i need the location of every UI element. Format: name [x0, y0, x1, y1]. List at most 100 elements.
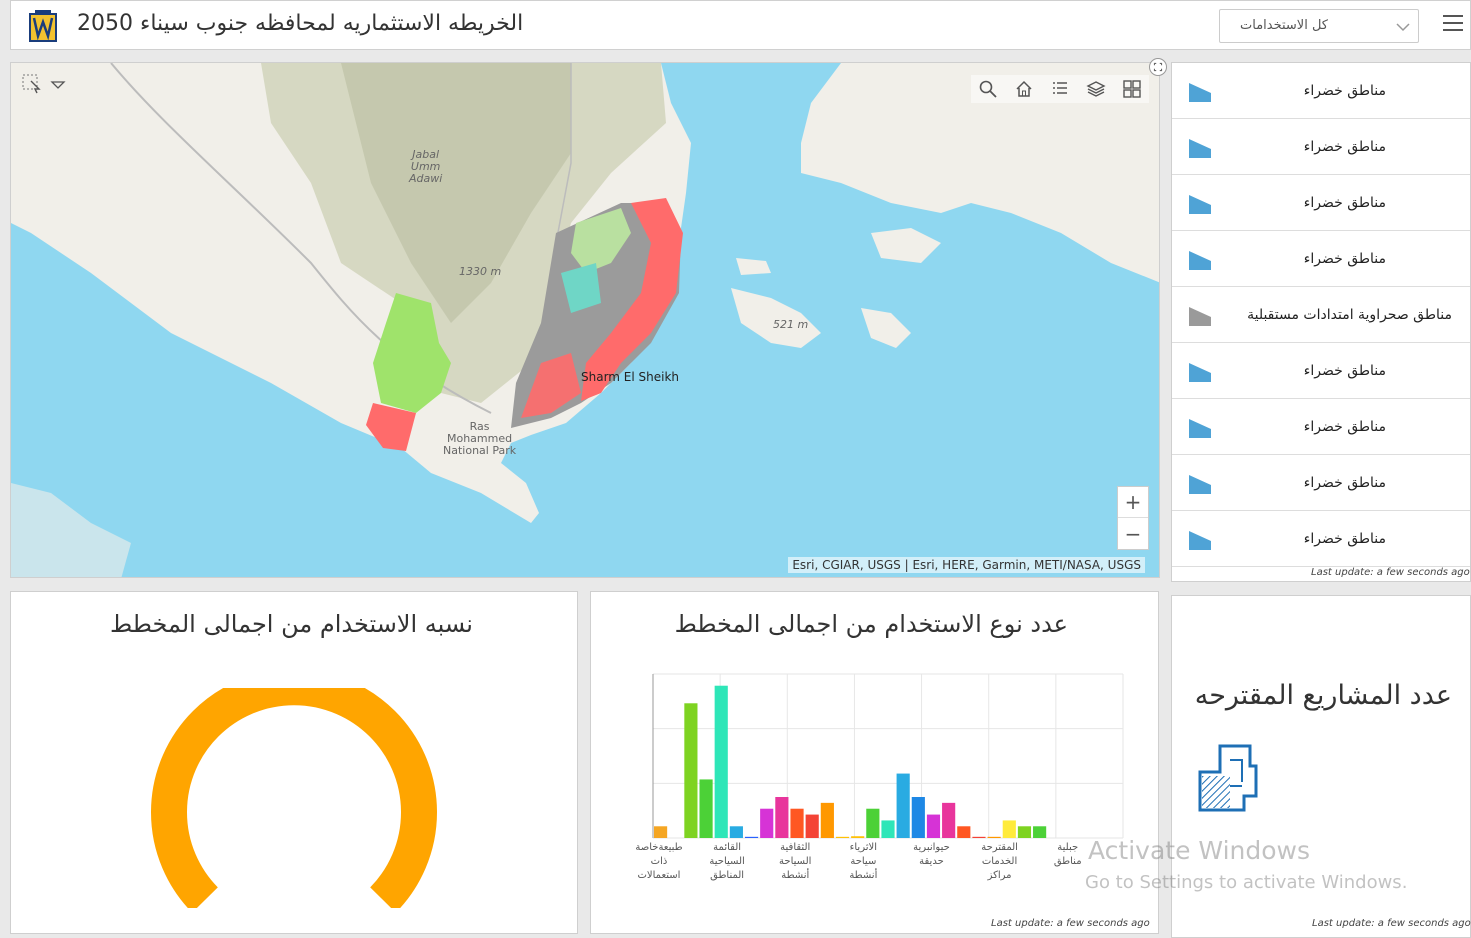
map-view[interactable]: Jabal Umm Adawi 1330 m 521 m Sharm El Shei…: [10, 62, 1160, 578]
bar-c10[interactable]: [790, 808, 804, 838]
home-icon[interactable]: [1007, 75, 1041, 103]
map-label-elevation-1: 1330 m: [459, 265, 502, 278]
x-tick-label: القائمة السياحية المناطق: [709, 842, 744, 881]
bar-c21[interactable]: [957, 826, 971, 838]
bar-c14[interactable]: [851, 836, 865, 838]
bar-c15[interactable]: [866, 808, 880, 838]
category-swatch-icon: [1189, 531, 1211, 550]
governorate-logo: [29, 10, 57, 42]
bar-c7[interactable]: [744, 836, 759, 838]
list-item[interactable]: مناطق خضراء: [1172, 343, 1470, 399]
list-item[interactable]: مناطق صحراوية امتدادات مستقبلية: [1172, 287, 1470, 343]
x-tick-label: حيوانبرية حديقة: [913, 842, 950, 867]
list-item-label: مناطق خضراء: [1303, 531, 1386, 547]
usage-count-bar-chart: طبيعةخاصة ذات استعمالات القائمة السياحية المن…: [635, 673, 1124, 881]
x-tick-label: المقترحة الخدمات مراكز: [981, 842, 1018, 881]
bar-c12[interactable]: [820, 802, 834, 838]
bar-c11[interactable]: [805, 814, 819, 838]
x-tick-label: الاثرياء سياحة أنشطة: [849, 842, 877, 881]
category-swatch-icon: [1189, 475, 1211, 494]
list-item[interactable]: مناطق خضراء: [1172, 399, 1470, 455]
bar-c1[interactable]: [654, 826, 668, 838]
bar-last-update: Last update: a few seconds ago: [991, 918, 1150, 929]
layers-icon[interactable]: [1079, 75, 1113, 103]
map-label-elevation-2: 521 m: [773, 318, 809, 331]
proposed-projects-panel: عدد المشاريع المقترحه Last update: a few…: [1171, 595, 1471, 938]
map-toolbar: [971, 75, 1149, 103]
search-icon[interactable]: [971, 75, 1005, 103]
map-label-city: Sharm El Sheikh: [581, 370, 680, 384]
map-label-mountain: Jabal Umm Adawi: [409, 148, 443, 185]
x-tick-label: الثقافية السياحة أنشطة: [779, 842, 811, 881]
list-item-label: مناطق خضراء: [1303, 195, 1386, 211]
category-swatch-icon: [1189, 363, 1211, 382]
list-item-label: مناطق خضراء: [1303, 139, 1386, 155]
category-swatch-icon: [1189, 251, 1211, 270]
basemap-gallery-icon[interactable]: [1115, 75, 1149, 103]
activation-watermark-text: Go to Settings to activate Windows.: [1085, 872, 1408, 893]
basemap: [11, 63, 1159, 577]
page-title: الخريطه الاستثماريه لمحافظه جنوب سيناء 2…: [77, 11, 524, 36]
list-item-label: مناطق خضراء: [1303, 83, 1386, 99]
zoom-control: + −: [1117, 486, 1149, 550]
bar-c24[interactable]: [1002, 820, 1016, 838]
bar-c17[interactable]: [896, 773, 910, 838]
legend-list-icon[interactable]: [1043, 75, 1077, 103]
list-item[interactable]: مناطق خضراء: [1172, 455, 1470, 511]
header-bar: الخريطه الاستثماريه لمحافظه جنوب سيناء 2…: [10, 0, 1471, 50]
map-label-park: Ras Mohammed National Park: [443, 420, 517, 457]
x-tick-label: جبلية مناطق: [1054, 842, 1082, 867]
bar-c23[interactable]: [987, 836, 1001, 838]
bar-c25[interactable]: [1017, 826, 1032, 838]
select-tool-icon[interactable]: [21, 73, 43, 95]
chevron-down-icon: [1396, 23, 1410, 32]
category-swatch-icon: [1189, 419, 1211, 438]
x-tick-label: طبيعةخاصة ذات استعمالات: [635, 842, 682, 881]
list-item[interactable]: مناطق خضراء: [1172, 231, 1470, 287]
expand-icon[interactable]: [1149, 58, 1167, 76]
category-swatch-icon: [1189, 195, 1211, 214]
usage-count-panel: عدد نوع الاستخدام من اجمالى المخطط طبيعة…: [590, 591, 1159, 934]
list-item-label: مناطق صحراوية امتدادات مستقبلية: [1247, 307, 1452, 323]
bar-c19[interactable]: [926, 814, 941, 838]
dropdown-caret-icon[interactable]: [49, 73, 67, 95]
category-list: مناطق خضراء مناطق خضراء مناطق خضراء مناطق خ…: [1171, 62, 1471, 582]
list-item[interactable]: مناطق خضراء: [1172, 119, 1470, 175]
list-item[interactable]: مناطق خضراء: [1172, 63, 1470, 119]
bar-c4[interactable]: [699, 779, 713, 838]
usage-filter-value: كل الاستخدامات: [1240, 18, 1328, 33]
category-swatch-icon: [1189, 139, 1211, 158]
zoom-in-button[interactable]: +: [1118, 487, 1148, 518]
list-last-update: Last update: a few seconds ago: [1311, 567, 1470, 578]
map-attribution: Esri, CGIAR, USGS | Esri, HERE, Garmin, …: [788, 557, 1145, 573]
count-last-update: Last update: a few seconds ago: [1312, 918, 1471, 929]
category-swatch-icon: [1189, 83, 1211, 102]
bar-c3[interactable]: [684, 703, 698, 838]
bar-c8[interactable]: [760, 808, 774, 838]
bar-c13[interactable]: [835, 836, 850, 838]
gauge-arc: [151, 688, 437, 908]
list-item[interactable]: مناطق خضراء: [1172, 175, 1470, 231]
bar-c6[interactable]: [729, 826, 743, 838]
proposed-projects-title: عدد المشاريع المقترحه: [1194, 680, 1452, 711]
list-item-label: مناطق خضراء: [1303, 251, 1386, 267]
bar-c18[interactable]: [911, 797, 925, 838]
bar-c16[interactable]: [881, 820, 895, 838]
hamburger-menu-icon[interactable]: [1443, 15, 1463, 33]
floorplan-icon: [1198, 744, 1258, 812]
bar-c9[interactable]: [775, 797, 789, 838]
bar-c26[interactable]: [1033, 826, 1047, 838]
activation-watermark-title: Activate Windows: [1088, 836, 1310, 865]
category-swatch-icon: [1189, 307, 1211, 326]
list-item-label: مناطق خضراء: [1303, 475, 1386, 491]
list-item-label: مناطق خضراء: [1303, 363, 1386, 379]
bar-c20[interactable]: [942, 802, 956, 838]
zoom-out-button[interactable]: −: [1124, 521, 1142, 546]
usage-filter-select[interactable]: كل الاستخدامات: [1219, 9, 1419, 43]
bar-c5[interactable]: [714, 685, 728, 838]
bar-c22[interactable]: [972, 836, 986, 838]
list-item[interactable]: مناطق خضراء: [1172, 511, 1470, 567]
usage-ratio-panel: نسبه الاستخدام من اجمالى المخطط: [10, 591, 578, 934]
list-item-label: مناطق خضراء: [1303, 419, 1386, 435]
